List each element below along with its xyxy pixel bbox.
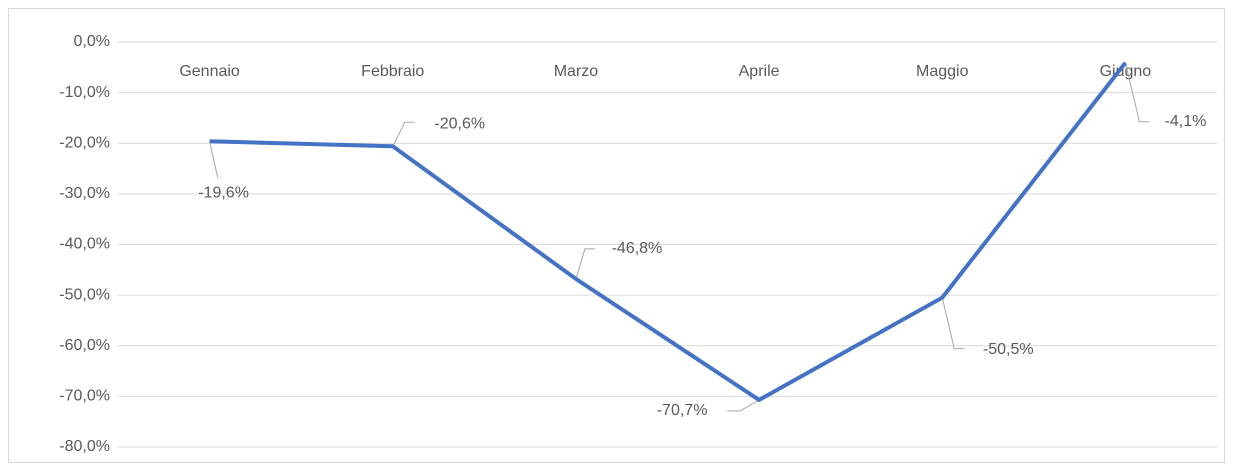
x-tick-label: Marzo bbox=[554, 63, 599, 80]
data-label: -20,6% bbox=[434, 116, 485, 133]
chart-border bbox=[8, 8, 1225, 463]
y-tick-label: 0,0% bbox=[74, 33, 110, 50]
x-tick-label: Maggio bbox=[916, 63, 969, 80]
data-label: -50,5% bbox=[983, 341, 1034, 358]
leader-line bbox=[727, 399, 760, 412]
data-label: -70,7% bbox=[657, 402, 708, 419]
y-tick-label: -80,0% bbox=[59, 438, 110, 455]
x-tick-label: Aprile bbox=[739, 63, 780, 80]
y-tick-label: -30,0% bbox=[59, 185, 110, 202]
x-tick-label: Febbraio bbox=[361, 63, 424, 80]
data-label: -4,1% bbox=[1165, 113, 1207, 130]
y-tick-label: -50,0% bbox=[59, 286, 110, 303]
data-label: -19,6% bbox=[198, 184, 249, 201]
leader-line bbox=[941, 297, 965, 350]
y-tick-label: -40,0% bbox=[59, 236, 110, 253]
x-tick-label: Giugno bbox=[1100, 63, 1152, 80]
leader-line bbox=[575, 248, 595, 280]
line-series bbox=[209, 61, 1127, 402]
y-tick-label: -20,0% bbox=[59, 134, 110, 151]
leader-line bbox=[209, 141, 219, 178]
leader-line bbox=[1124, 62, 1150, 123]
y-tick-label: -10,0% bbox=[59, 84, 110, 101]
leader-line bbox=[392, 121, 415, 147]
data-label: -46,8% bbox=[612, 240, 663, 257]
y-tick-label: -60,0% bbox=[59, 337, 110, 354]
x-tick-label: Gennaio bbox=[179, 63, 240, 80]
y-tick-label: -70,0% bbox=[59, 388, 110, 405]
